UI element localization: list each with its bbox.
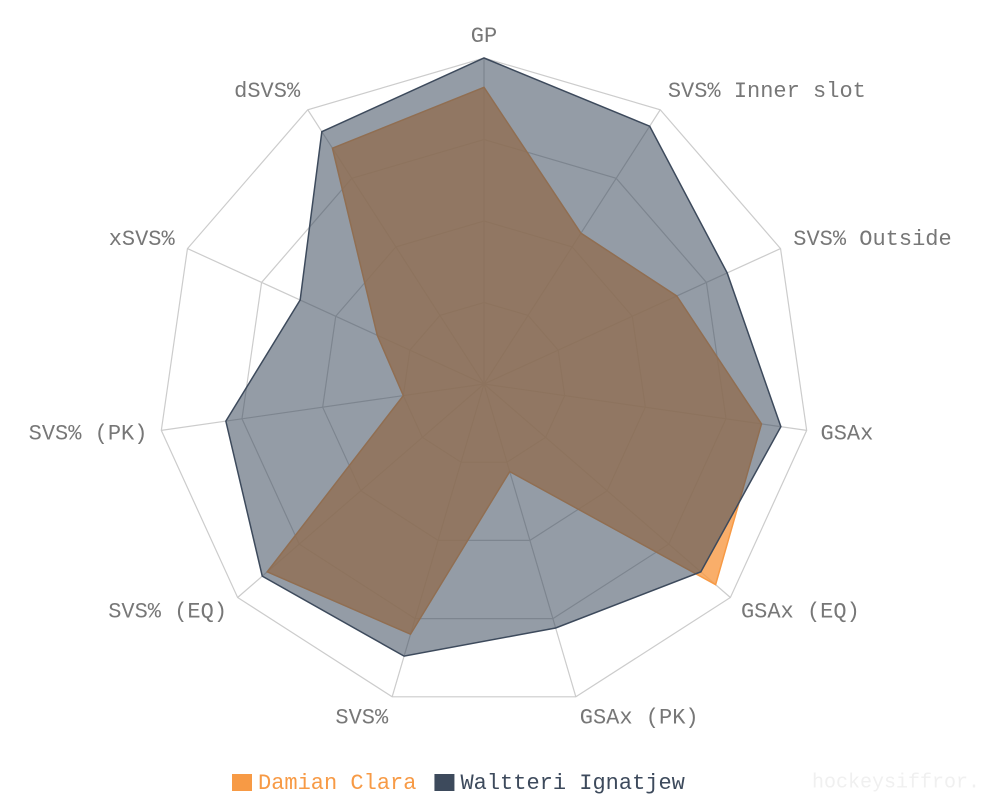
labels: GP SVS% Inner slot SVS% Outside GSAx GSAx (E… xyxy=(29,24,952,731)
axis-label: SVS% Outside xyxy=(793,227,951,252)
axis-label: GSAx (EQ) xyxy=(741,600,860,625)
axis-label: GP xyxy=(471,24,497,49)
legend-label: Waltteri Ignatjew xyxy=(460,771,684,796)
legend-label: Damian Clara xyxy=(258,771,416,796)
areas xyxy=(225,57,782,657)
axis-label: GSAx xyxy=(821,421,874,446)
axis-label: xSVS% xyxy=(109,227,176,252)
legend: Damian Clara Waltteri Ignatjew xyxy=(232,771,685,796)
axis-label: SVS% (PK) xyxy=(29,421,148,446)
grid-ring xyxy=(160,57,808,698)
legend-swatch xyxy=(434,774,455,791)
axis-label: SVS% Inner slot xyxy=(668,79,866,104)
axis-label: dSVS% xyxy=(234,79,301,104)
axis-label: SVS% xyxy=(335,706,389,731)
watermark: hockeysiffror. xyxy=(812,771,980,794)
axis-label: SVS% (EQ) xyxy=(108,600,227,625)
axis-label: GSAx (PK) xyxy=(580,706,699,731)
legend-swatch xyxy=(232,774,252,791)
radar-area xyxy=(225,57,782,657)
